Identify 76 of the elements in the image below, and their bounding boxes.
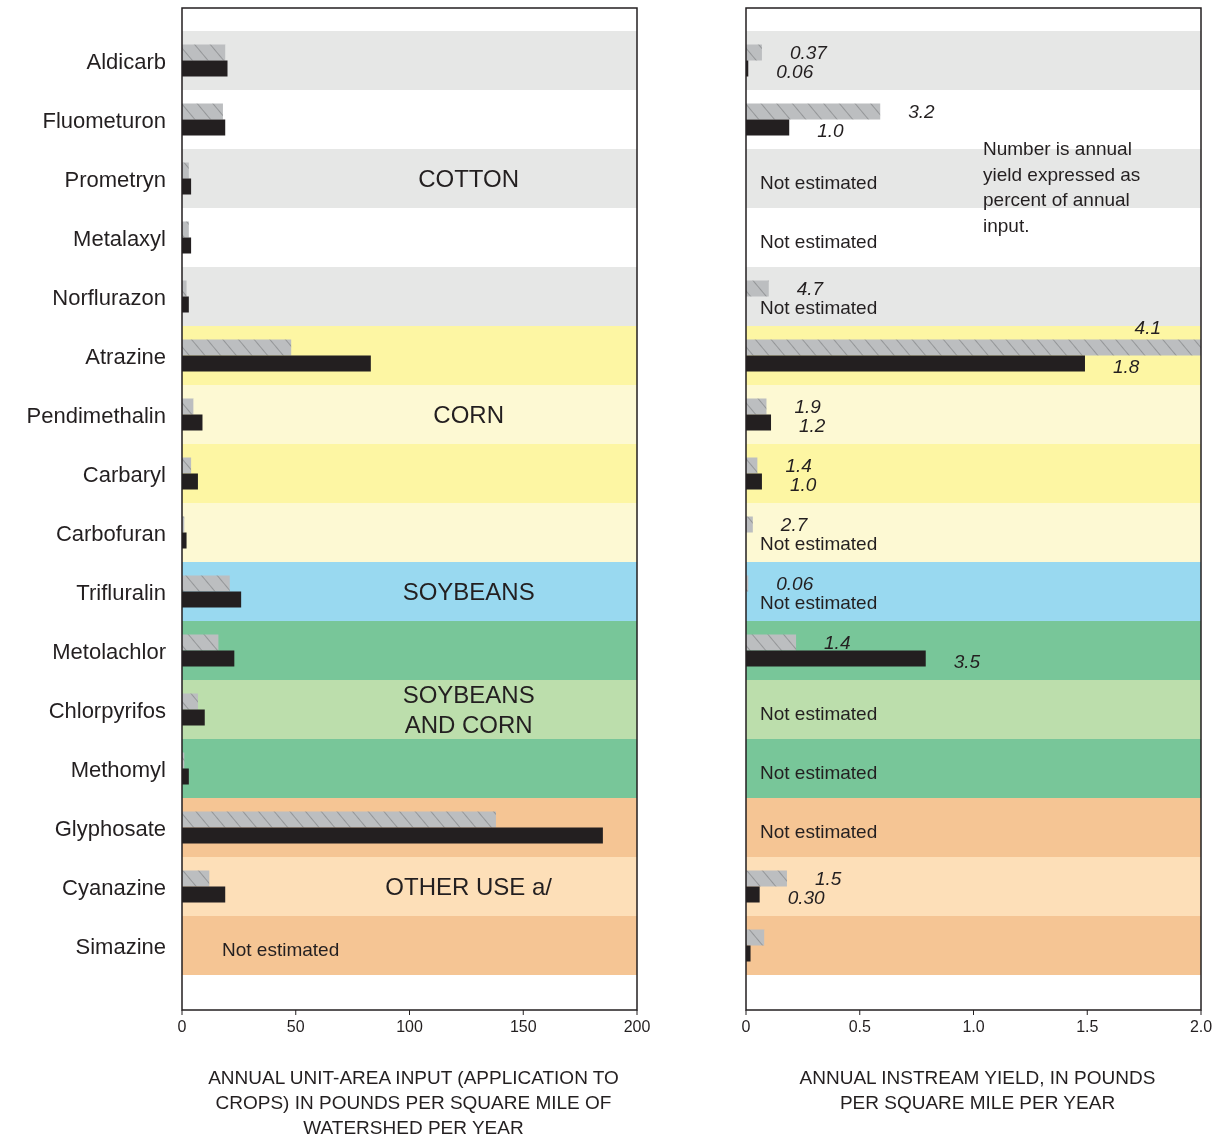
x-tick-label: 0.5 — [848, 1018, 871, 1035]
y-tick-label: Metolachlor — [52, 638, 166, 664]
annotation: 1.4 — [785, 454, 812, 476]
x-tick-label: 0 — [741, 1018, 751, 1035]
annotation: 2.7 — [779, 513, 809, 535]
y-tick-label: Norflurazon — [52, 284, 166, 310]
bar — [746, 103, 881, 120]
y-tick-label: Carbaryl — [82, 461, 166, 487]
y-tick-label: Carbofuran — [55, 520, 166, 546]
text: Not estimated — [760, 230, 878, 252]
bar — [182, 575, 230, 592]
bar — [746, 44, 762, 61]
y-tick-label: Trifluralin — [76, 579, 166, 605]
bar — [746, 634, 797, 651]
bar — [182, 44, 226, 61]
band-label: SOYBEANS AND CORN — [402, 680, 535, 738]
annotation: 1.5 — [814, 867, 842, 889]
annotation: 0.06 — [776, 572, 814, 594]
y-tick-label: Chlorpyrifos — [48, 697, 166, 723]
y-tick-label: Glyphosate — [54, 815, 166, 841]
bar — [182, 339, 292, 356]
bar — [746, 280, 769, 297]
annotation: 1.4 — [824, 631, 851, 653]
y-tick-label: Aldicarb — [86, 48, 166, 74]
y-tick-label: Fluometuron — [42, 107, 166, 133]
bar — [182, 103, 223, 120]
annotation: 1.9 — [794, 395, 822, 417]
x-tick-label: 150 — [509, 1018, 537, 1035]
bar — [182, 634, 219, 651]
y-tick-label: Pendimethalin — [26, 402, 166, 428]
annotation: 0.37 — [789, 41, 829, 63]
annotation: 3.5 — [953, 650, 981, 672]
bar — [746, 339, 1201, 356]
annotation: 1.0 — [789, 473, 817, 495]
band-label: OTHER USE a/ — [385, 872, 553, 900]
text: Not estimated — [760, 820, 878, 842]
annotation: 4.1 — [1134, 316, 1161, 338]
x-tick-label: 200 — [623, 1018, 651, 1035]
band-label: CORN — [433, 400, 504, 428]
bar — [746, 398, 767, 415]
y-tick-label: Simazine — [75, 933, 166, 959]
annotation: 1.2 — [799, 414, 826, 436]
annotation: 1.0 — [817, 119, 845, 141]
text: Not estimated — [760, 532, 878, 554]
annotation: 0.30 — [787, 886, 826, 908]
annotation: 4.7 — [796, 277, 825, 299]
annotation: Number is annual yield expressed as percent of annual input. — [983, 138, 1141, 236]
bar — [182, 870, 210, 887]
x-tick-label: 2.0 — [1189, 1018, 1213, 1035]
text: Not estimated — [760, 171, 878, 193]
annotation: 1.8 — [1112, 355, 1140, 377]
text: Not estimated — [222, 938, 340, 960]
band-label: COTTON — [418, 164, 520, 192]
x-tick-label: 50 — [286, 1018, 305, 1035]
bar — [182, 811, 496, 828]
x-tick-label: 0 — [177, 1018, 187, 1035]
bar — [746, 929, 765, 946]
band-label: SOYBEANS — [402, 577, 535, 605]
bar — [746, 870, 787, 887]
x-tick-label: 100 — [396, 1018, 423, 1035]
y-tick-label: Metalaxyl — [73, 225, 166, 251]
annotation: 0.06 — [776, 60, 814, 82]
x-axis-title: ANNUAL INSTREAM YIELD, IN POUNDS PER SQUARE MILE PER YEAR — [799, 1067, 1156, 1113]
y-tick-label: Methomyl — [70, 756, 166, 782]
text: Not estimated — [760, 591, 878, 613]
y-tick-label: Prometryn — [64, 166, 166, 192]
y-tick-label: Atrazine — [85, 343, 166, 369]
bar — [182, 693, 198, 710]
text: Not estimated — [760, 702, 878, 724]
annotation: 3.2 — [908, 100, 936, 122]
text: Not estimated — [760, 296, 878, 318]
x-tick-label: 1.5 — [1076, 1018, 1099, 1035]
y-tick-label: Cyanazine — [62, 874, 166, 900]
x-axis-title: ANNUAL UNIT-AREA INPUT (APPLICATION TO CROPS) IN POUNDS PER SQUARE MILE OF WATERSHED PER YEAR — [208, 1067, 619, 1137]
text: Not estimated — [760, 761, 878, 783]
x-tick-label: 1.0 — [962, 1018, 985, 1035]
